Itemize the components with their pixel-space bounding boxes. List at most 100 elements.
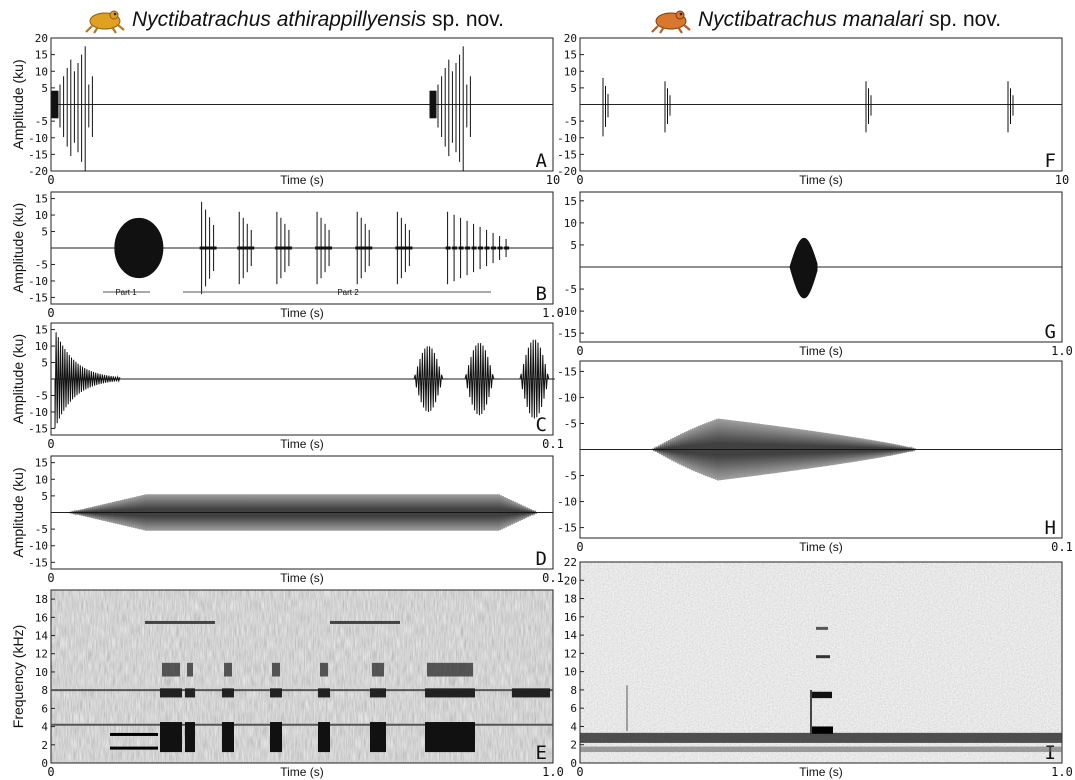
y-tick-label: 15 [564, 49, 577, 62]
panel-H: -15 -10 -5 -5 -10 -15 0 0.1 Time (s) H [557, 360, 1073, 554]
y-tick-label: 6 [570, 702, 577, 715]
x-tick-label: 0 [47, 765, 54, 779]
y-tick-label: 0 [570, 757, 577, 770]
x-tick-label: 0.1 [542, 437, 564, 451]
x-axis-label: Time (s) [280, 765, 324, 779]
x-tick-label: 0 [576, 173, 583, 187]
y-tick-label: -15 [28, 422, 48, 435]
panel-letter: I [1045, 742, 1056, 764]
right-species-title: Nyctibatrachus manalari sp. nov. [698, 8, 1002, 31]
x-tick-label: 1.0 [542, 306, 564, 320]
harmonic-band [185, 688, 195, 698]
y-tick-label: 16 [564, 611, 577, 624]
y-tick-label: -10 [28, 275, 48, 288]
y-tick-label: 15 [564, 195, 577, 208]
y-tick-label: 4 [570, 720, 577, 733]
energy-band [222, 722, 234, 753]
y-tick-label: 20 [564, 32, 577, 45]
energy-band [110, 732, 158, 736]
harmonic-band [318, 688, 330, 698]
noise-band [580, 746, 1062, 753]
panel-letter: C [536, 414, 547, 436]
y-tick-label: 10 [35, 666, 48, 679]
y-tick-label: -15 [557, 327, 577, 340]
panel-G: 15 10 5 -5 -10 -15 0 1.0 Time (s) G [557, 191, 1073, 358]
y-tick-label: 15 [35, 457, 48, 470]
harmonic-band [425, 688, 475, 698]
x-axis-label: Time (s) [280, 571, 324, 585]
y-tick-label: 10 [564, 666, 577, 679]
harmonic-band [187, 662, 193, 677]
spectrogram-background [51, 590, 553, 763]
y-tick-label: 15 [35, 193, 48, 206]
y-axis-label: Frequency (kHz) [10, 625, 26, 728]
harmonic-band [222, 688, 234, 698]
waveform-E [51, 620, 553, 753]
x-tick-label: 1.0 [1051, 765, 1073, 779]
y-tick-label: 15 [35, 49, 48, 62]
y-tick-label: -5 [35, 258, 48, 271]
harmonic-band [370, 688, 386, 698]
left-column-title: Nyctibatrachus athirappillyensis sp. nov… [84, 4, 504, 36]
call-harmonic [816, 626, 828, 630]
energy-band [318, 722, 330, 753]
panel-letter: B [536, 283, 547, 305]
panel-E: 18 16 14 12 10 8 6 4 2 00 1.0 Time (s) Frequency (kH… [10, 589, 564, 779]
harmonic-band [427, 662, 473, 677]
y-tick-label: -5 [564, 115, 577, 128]
y-tick-label: 5 [41, 490, 48, 503]
harmonic-band [320, 662, 328, 677]
panel-D: 15 10 5 -5 -10 -15 0 0.1 Time (s) Amplitude (ku) D [10, 455, 564, 585]
x-tick-label: 0 [47, 571, 54, 585]
y-tick-label: 15 [35, 324, 48, 337]
panel-F: 20 15 10 5 -5 -10 -15 -200 10 Time (s) F [557, 32, 1069, 187]
y-tick-label: -15 [557, 522, 577, 535]
y-tick-label: 10 [564, 217, 577, 230]
x-tick-label: 0.1 [542, 571, 564, 585]
x-tick-label: 10 [546, 173, 560, 187]
noise-band [580, 732, 1062, 743]
call-harmonic [812, 691, 832, 699]
energy-band [160, 722, 182, 753]
pulse [464, 343, 500, 416]
harmonic-band [160, 688, 182, 698]
y-tick-label: 4 [41, 721, 48, 734]
y-tick-label: 8 [570, 684, 577, 697]
x-axis-label: Time (s) [799, 344, 843, 358]
y-tick-label: -5 [564, 417, 577, 430]
x-axis-label: Time (s) [280, 306, 324, 320]
panel-letter: G [1045, 321, 1056, 343]
y-tick-label: 20 [564, 574, 577, 587]
frog-icon [85, 10, 125, 34]
y-tick-label: 5 [570, 239, 577, 252]
y-tick-label: 6 [41, 702, 48, 715]
waveform-C [54, 332, 555, 429]
energy-band [110, 746, 158, 750]
y-axis-label: Amplitude (ku) [10, 467, 26, 557]
x-axis-label: Time (s) [280, 437, 324, 451]
panel-A: 20 15 10 5 -5 -10 -15 -200 10 Time (s) Amplitude (… [10, 32, 560, 187]
y-tick-label: 0 [41, 757, 48, 770]
harmonic-band [272, 662, 280, 677]
y-tick-label: -5 [35, 523, 48, 536]
y-tick-label: 18 [564, 593, 577, 606]
left-species-title: Nyctibatrachus athirappillyensis sp. nov… [132, 8, 504, 31]
energy-band [425, 722, 475, 753]
y-tick-label: -10 [28, 540, 48, 553]
y-tick-label: 14 [564, 629, 578, 642]
energy-band [185, 722, 195, 753]
y-tick-label: -5 [35, 115, 48, 128]
x-axis-label: Time (s) [799, 540, 843, 554]
note [789, 237, 818, 299]
x-tick-label: 0 [47, 306, 54, 320]
y-tick-label: 10 [35, 209, 48, 222]
y-tick-label: -20 [557, 165, 577, 178]
x-tick-label: 0 [47, 437, 54, 451]
frog-icon [651, 10, 691, 34]
y-axis-label: Amplitude (ku) [10, 59, 26, 149]
waveform-F [602, 77, 1014, 137]
y-tick-label: 10 [35, 473, 48, 486]
pulse [519, 339, 555, 419]
y-tick-label: 18 [35, 593, 48, 606]
